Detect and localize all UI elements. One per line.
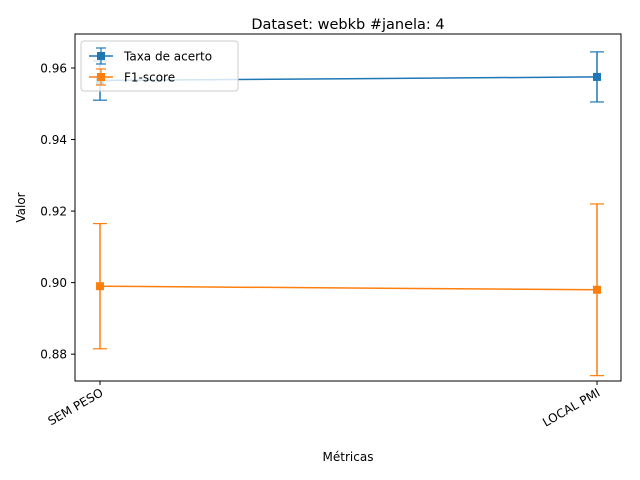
y-tick-label: 0.88 bbox=[40, 348, 67, 362]
series-line bbox=[99, 285, 598, 291]
x-tick-label: SEM PESO bbox=[45, 385, 105, 428]
legend-label: F1-score bbox=[124, 71, 175, 85]
x-axis: SEM PESO LOCAL PMI bbox=[45, 381, 603, 430]
legend-label: Taxa de acerto bbox=[123, 50, 212, 64]
data-point bbox=[593, 72, 601, 81]
legend-marker bbox=[97, 73, 105, 81]
x-tick-label: LOCAL PMI bbox=[540, 385, 602, 429]
chart-title: Dataset: webkb #janela: 4 bbox=[251, 17, 444, 33]
legend-item: Taxa de acerto bbox=[89, 47, 212, 65]
data-point bbox=[593, 285, 601, 294]
y-tick-label: 0.94 bbox=[40, 133, 67, 147]
legend-marker bbox=[97, 52, 105, 60]
y-tick-label: 0.92 bbox=[40, 205, 67, 219]
legend: Taxa de acerto F1-score bbox=[80, 40, 239, 92]
x-axis-label: Métricas bbox=[323, 450, 374, 464]
y-tick-label: 0.90 bbox=[40, 276, 67, 290]
y-axis-label: Valor bbox=[14, 192, 28, 222]
plot-area bbox=[93, 51, 604, 377]
axes-frame bbox=[74, 33, 622, 382]
y-tick-label: 0.96 bbox=[40, 61, 67, 75]
y-axis: 0.88 0.90 0.92 0.94 0.96 bbox=[40, 61, 75, 362]
legend-item: F1-score bbox=[89, 68, 175, 86]
series-2 bbox=[93, 203, 604, 377]
data-point bbox=[96, 282, 104, 291]
legend-frame bbox=[80, 40, 239, 92]
